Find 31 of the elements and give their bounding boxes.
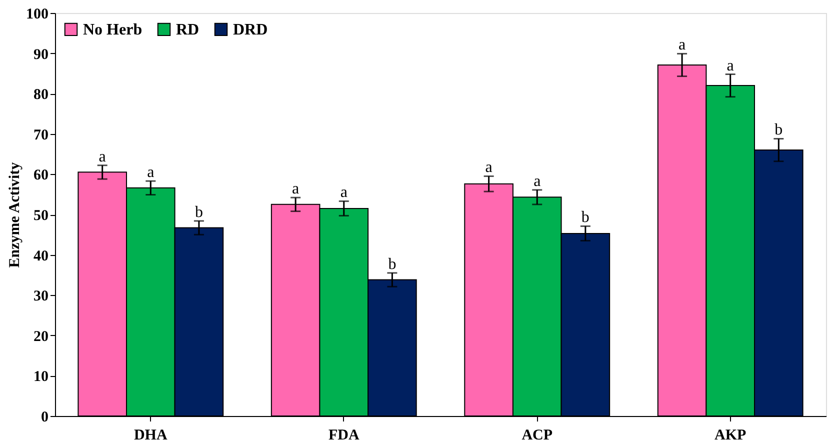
y-tick-label: 40 bbox=[34, 248, 48, 264]
data-label: b bbox=[388, 256, 396, 273]
data-label: b bbox=[581, 209, 590, 226]
x-tick-label: ACP bbox=[522, 428, 553, 444]
data-label: a bbox=[485, 159, 492, 176]
legend-label: DRD bbox=[233, 21, 268, 38]
data-label: a bbox=[534, 172, 541, 190]
y-tick-label: 10 bbox=[34, 369, 48, 386]
legend-label: RD bbox=[176, 21, 200, 38]
data-label: a bbox=[726, 57, 734, 74]
y-tick-label: 80 bbox=[34, 87, 48, 104]
data-label: a bbox=[98, 148, 106, 166]
x-tick-label: AKP bbox=[714, 428, 746, 444]
y-tick-label: 0 bbox=[41, 410, 48, 426]
x-tick-label: FDA bbox=[328, 428, 360, 444]
legend-label: No Herb bbox=[83, 21, 142, 38]
y-tick-label: 20 bbox=[34, 328, 48, 345]
data-label: a bbox=[678, 36, 686, 54]
y-tick-label: 30 bbox=[34, 288, 48, 305]
data-label: a bbox=[340, 184, 348, 202]
x-tick-label: DHA bbox=[134, 428, 168, 444]
y-axis-title: Enzyme Activity bbox=[7, 162, 23, 268]
y-tick-label: 90 bbox=[34, 46, 48, 63]
y-tick-label: 70 bbox=[34, 127, 48, 144]
data-label: b bbox=[194, 204, 203, 221]
data-label: b bbox=[774, 122, 783, 139]
y-tick-label: 50 bbox=[34, 208, 48, 224]
y-tick-label: 100 bbox=[26, 6, 48, 22]
y-tick-label: 60 bbox=[34, 168, 48, 184]
data-label: a bbox=[147, 164, 154, 182]
data-label: a bbox=[292, 180, 300, 198]
